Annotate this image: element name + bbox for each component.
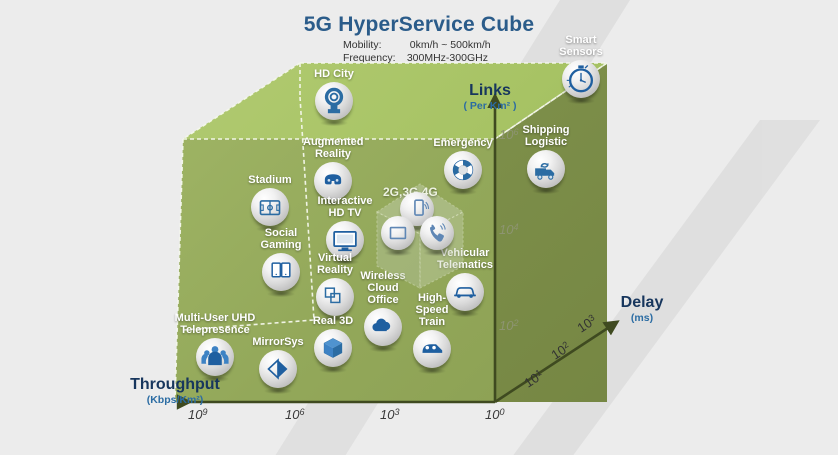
svg-text:104: 104 — [499, 222, 518, 237]
svg-text:102: 102 — [548, 339, 573, 362]
svg-text:102: 102 — [499, 318, 518, 333]
svg-text:103: 103 — [574, 312, 599, 335]
svg-text:106: 106 — [499, 127, 518, 142]
